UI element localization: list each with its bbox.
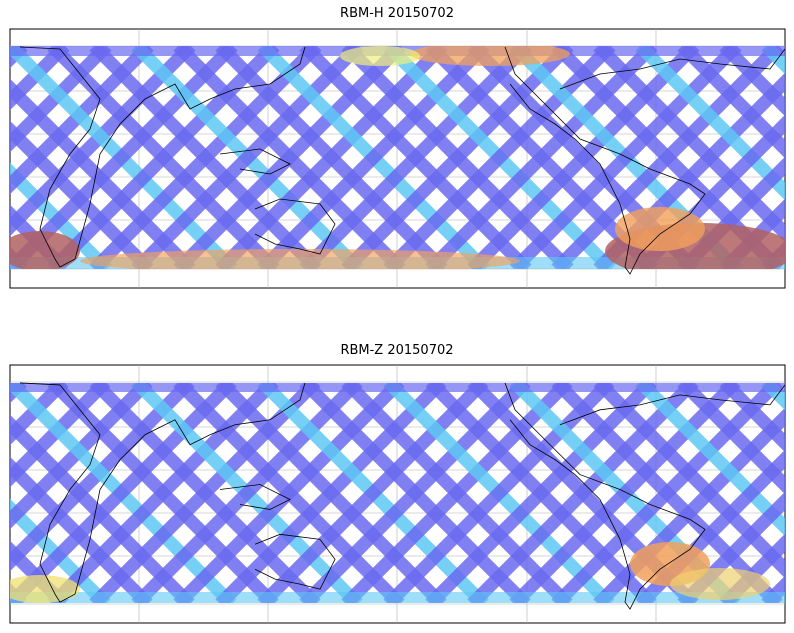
orbit-track <box>257 383 489 603</box>
orbit-track <box>10 383 153 530</box>
orbit-track <box>719 46 785 117</box>
orbit-track <box>10 383 69 446</box>
coastline <box>219 484 291 510</box>
north-pacific-high <box>410 46 570 66</box>
high-flux-regions-2 <box>10 542 770 603</box>
orbit-track <box>10 540 69 603</box>
saa-edge <box>615 207 705 251</box>
orbit-track <box>677 46 785 159</box>
orbit-track <box>10 162 112 269</box>
saa-edge <box>670 568 770 600</box>
orbit-track <box>551 46 784 269</box>
panel-1 <box>9 28 786 289</box>
orbit-track <box>10 383 195 572</box>
panel-2 <box>9 364 786 624</box>
south-high-latitude <box>10 575 80 603</box>
orbit-track <box>719 383 785 453</box>
orbit-track <box>215 383 447 603</box>
orbit-track <box>10 204 70 269</box>
orbit-track <box>47 383 279 603</box>
orbit-track <box>341 46 574 269</box>
orbit-track <box>215 46 448 269</box>
orbit-track <box>551 383 783 603</box>
coastline <box>504 382 706 610</box>
orbit-track <box>509 46 742 269</box>
orbit-track <box>299 46 532 269</box>
south-band <box>10 592 785 603</box>
orbit-track <box>425 383 657 603</box>
orbit-track <box>10 46 154 195</box>
orbit-track <box>173 46 406 269</box>
coastline <box>254 198 336 255</box>
orbit-track <box>677 491 785 603</box>
panel-2-title: RBM-Z 20150702 <box>340 343 454 358</box>
orbit-track <box>10 46 70 111</box>
north-band <box>10 383 785 392</box>
orbit-track <box>719 533 785 603</box>
orbit-track <box>341 383 573 603</box>
coastline <box>219 148 291 175</box>
south-belt <box>80 249 520 269</box>
satellite-tracks-2 <box>10 383 785 603</box>
orbit-track <box>131 383 363 603</box>
orbit-track <box>425 46 658 269</box>
coastlines-2 <box>19 382 786 610</box>
coastline <box>254 533 336 590</box>
orbit-track <box>10 383 237 603</box>
orbit-track <box>10 383 111 488</box>
coastlines-1 <box>19 46 786 275</box>
coastline <box>559 384 786 426</box>
high-flux-regions-1 <box>10 46 785 269</box>
orbit-track <box>10 46 196 237</box>
orbit-track <box>509 383 741 603</box>
orbit-track <box>383 46 616 269</box>
orbit-track <box>257 46 490 269</box>
coastline <box>559 48 786 90</box>
coastline <box>19 46 306 268</box>
orbit-track <box>89 46 322 269</box>
orbit-track <box>383 383 615 603</box>
panel-1-title: RBM-H 20150702 <box>340 6 454 21</box>
orbit-track <box>47 46 280 269</box>
orbit-track <box>173 383 405 603</box>
orbit-track <box>10 498 111 603</box>
south-high-latitude <box>10 231 80 269</box>
orbit-track <box>467 46 700 269</box>
orbit-track <box>131 46 364 269</box>
orbit-track <box>677 383 785 495</box>
north-belt <box>340 46 420 66</box>
orbit-track <box>89 383 321 603</box>
orbit-track <box>467 383 699 603</box>
coastline <box>504 46 706 275</box>
coastline <box>19 382 306 603</box>
orbit-track <box>299 383 531 603</box>
orbit-track <box>10 46 112 153</box>
